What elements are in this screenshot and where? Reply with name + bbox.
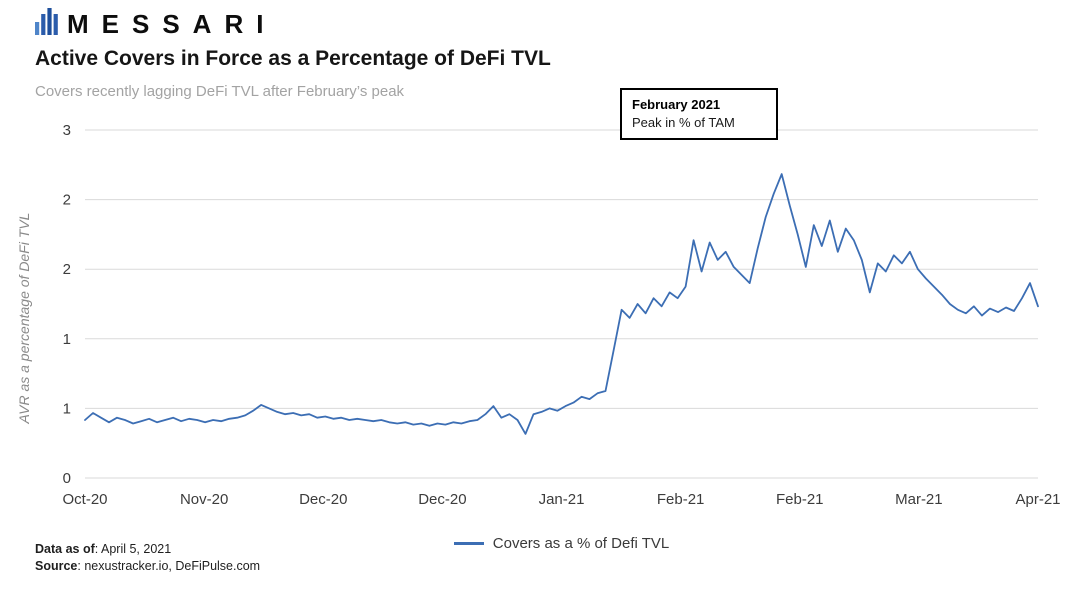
x-tick-label: Jan-21 <box>539 491 585 508</box>
x-tick-label: Dec-20 <box>299 491 347 508</box>
y-tick-label: 1 <box>63 331 71 348</box>
x-tick-label: Apr-21 <box>1015 491 1060 508</box>
brand-wordmark: MESSARI <box>67 8 277 39</box>
line-chart: 0 1 1 2 2 3 Oct-20 Nov-20 Dec-20 Dec-20 Jan-21 Feb-… <box>62 122 1060 508</box>
x-tick-label: Feb-21 <box>776 491 824 508</box>
chart-subtitle: Covers recently lagging DeFi TVL after F… <box>35 83 405 100</box>
annotation-title: February 2021 <box>632 97 721 112</box>
annotation-box: February 2021 Peak in % of TAM <box>620 88 778 140</box>
chart-area: 0 1 1 2 2 3 Oct-20 Nov-20 Dec-20 Dec-20 Jan-21 Feb-… <box>0 112 1080 512</box>
chart-title: Active Covers in Force as a Percentage o… <box>35 47 551 70</box>
x-tick-label: Dec-20 <box>418 491 466 508</box>
legend-label: Covers as a % of Defi TVL <box>492 535 670 552</box>
messari-logo-icon <box>35 8 59 40</box>
y-tick-label: 3 <box>63 122 71 139</box>
x-tick-label: Oct-20 <box>62 491 107 508</box>
legend-line-swatch <box>453 542 484 545</box>
x-tick-label: Feb-21 <box>657 491 705 508</box>
legend: Covers as a % of Defi TVL <box>85 535 1038 552</box>
footer-data-as-of: Data as of: April 5, 2021 <box>35 542 172 556</box>
footer-source: Source: nexustracker.io, DeFiPulse.com <box>35 559 261 573</box>
y-tick-label: 2 <box>63 261 71 278</box>
brand: MESSARI <box>35 8 276 40</box>
x-tick-label: Nov-20 <box>180 491 228 508</box>
y-tick-label: 2 <box>63 192 71 209</box>
line-series <box>84 173 1039 435</box>
annotation-text: Peak in % of TAM <box>632 115 735 130</box>
y-tick-label: 0 <box>63 470 71 487</box>
y-tick-label: 1 <box>63 400 71 417</box>
footer: Data as of: April 5, 2021 Source: nexust… <box>35 541 260 575</box>
x-tick-label: Mar-21 <box>895 491 943 508</box>
